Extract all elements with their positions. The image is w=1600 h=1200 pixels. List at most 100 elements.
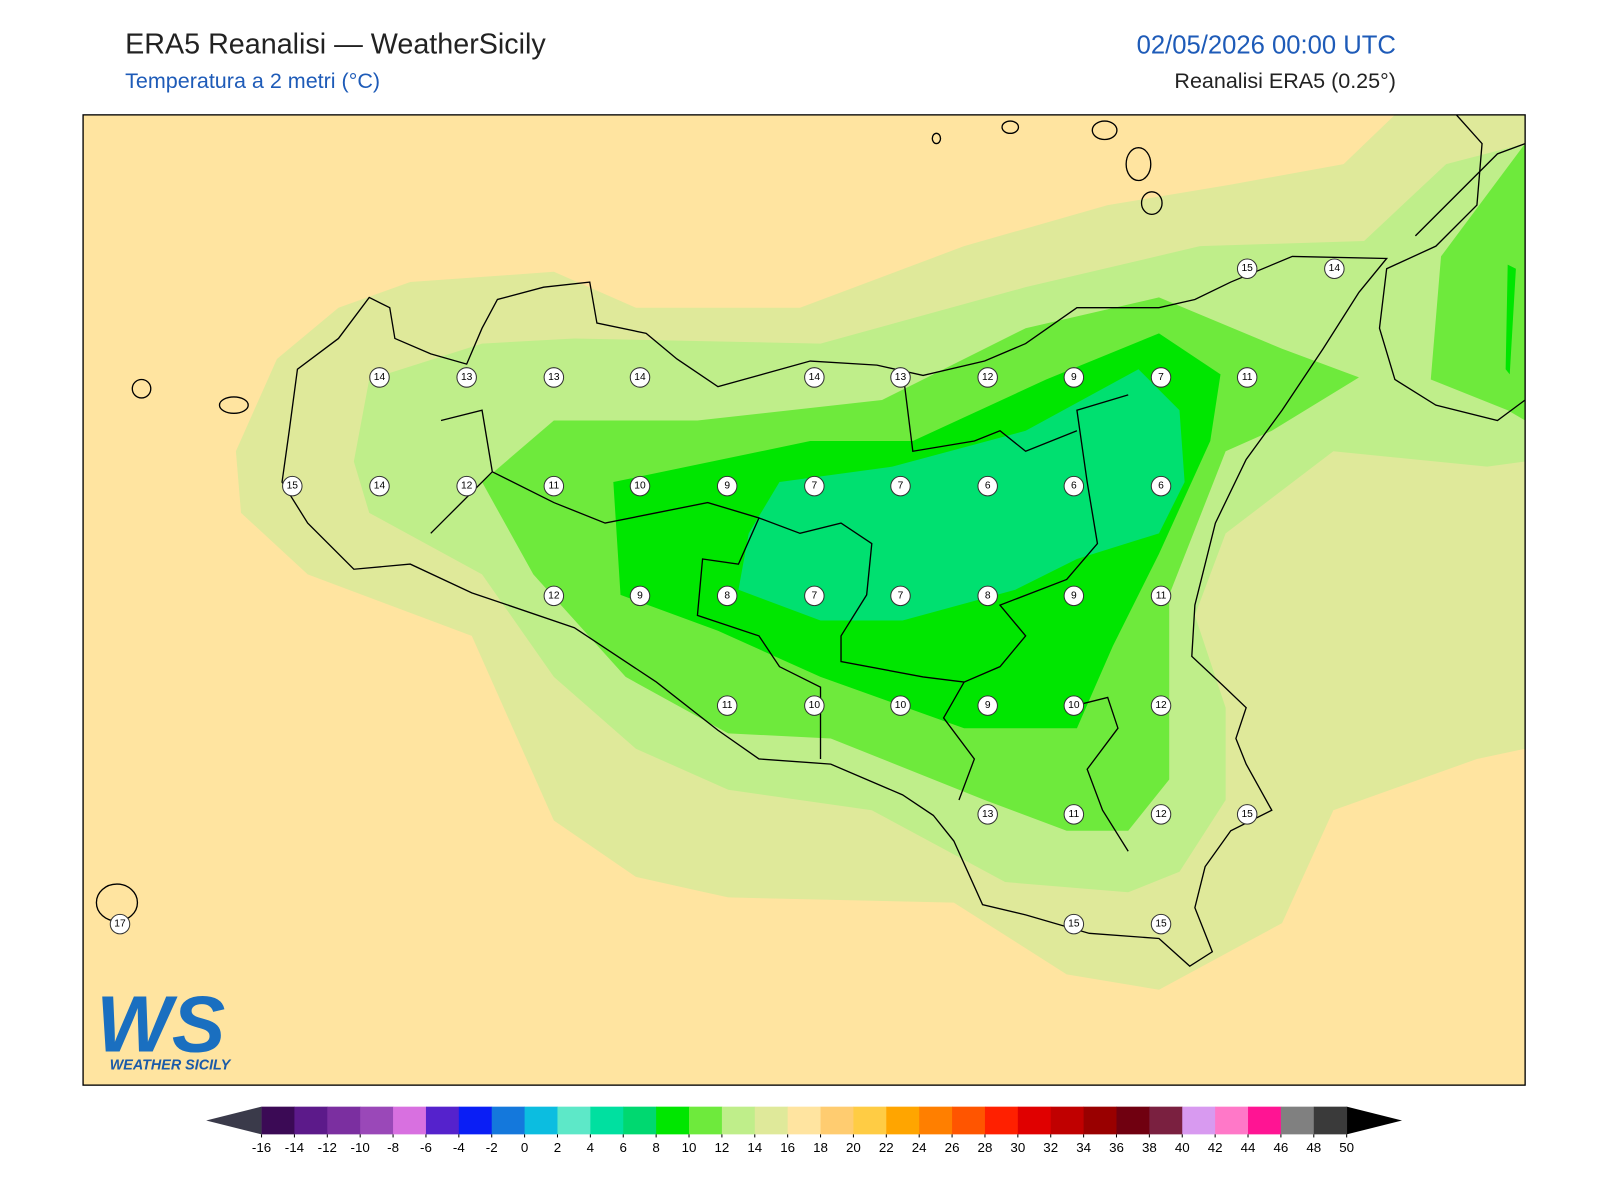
colorbar-tick-label: -4	[453, 1140, 465, 1155]
colorbar-tick-label: 12	[714, 1140, 729, 1155]
colorbar-tick-label: 40	[1175, 1140, 1190, 1155]
colorbar-tick-label: 44	[1241, 1140, 1256, 1155]
station-marker	[1236, 367, 1258, 388]
station-marker	[456, 475, 477, 497]
map-frame	[82, 114, 1526, 1086]
station-value: 11	[1156, 590, 1167, 601]
map: 15 14 14 13 13 14 14 13 12 9 7 11 15 14 12 11 10 9 7 7 6 6 6 12…	[83, 114, 1526, 1086]
station-marker	[716, 475, 738, 497]
colorbar-bin	[360, 1106, 394, 1135]
station-value: 13	[982, 809, 994, 820]
station-value: 12	[548, 590, 560, 601]
station-marker	[977, 585, 998, 607]
station-value: 15	[287, 481, 299, 492]
station-value: 9	[724, 481, 730, 492]
colorbar-bin	[1050, 1106, 1085, 1135]
colorbar-tick-label: 42	[1208, 1140, 1223, 1155]
station-marker	[716, 585, 738, 607]
station-marker	[629, 585, 651, 607]
station-value: 7	[812, 481, 818, 492]
station-marker	[1063, 695, 1085, 716]
datetime: 02/05/2026 00:00 UTC	[1137, 31, 1396, 59]
colorbar-bin	[623, 1106, 657, 1135]
colorbar-extend-high	[1346, 1106, 1403, 1135]
colorbar-bin	[1313, 1106, 1348, 1135]
logo-mark: WS	[96, 979, 225, 1068]
colorbar-tick-label: 32	[1043, 1140, 1058, 1155]
colorbar-bin	[1149, 1106, 1183, 1135]
station-value: 8	[985, 590, 991, 601]
colorbar-bin	[1182, 1106, 1216, 1135]
station-value: 7	[898, 590, 904, 601]
station-value: 7	[1158, 372, 1164, 383]
colorbar-bin	[787, 1106, 821, 1135]
colorbar-tick-label: -14	[285, 1140, 305, 1155]
colorbar-tick-label: 6	[620, 1140, 627, 1155]
colorbar-tick-label: 10	[682, 1140, 697, 1155]
colorbar-tick-label: -16	[252, 1140, 271, 1155]
colorbar-tick-label: 24	[912, 1140, 927, 1155]
station-marker	[1150, 695, 1172, 716]
station-value: 12	[461, 481, 473, 492]
colorbar-extend-low	[206, 1106, 262, 1135]
colorbar-tick-label: 14	[747, 1140, 762, 1155]
station-value: 13	[895, 372, 907, 383]
colorbar-tick-label: 38	[1142, 1140, 1157, 1155]
title: ERA5 Reanalisi — WeatherSicily	[125, 28, 546, 60]
station-value: 14	[1329, 263, 1341, 274]
colorbar-bin	[393, 1106, 427, 1135]
station-value: 6	[1071, 481, 1077, 492]
source: Reanalisi ERA5 (0.25°)	[1174, 69, 1395, 93]
station-value: 11	[722, 700, 733, 711]
station-marker	[1236, 804, 1258, 825]
station-value: 7	[812, 590, 818, 601]
colorbar-bin	[294, 1106, 328, 1135]
colorbar-bin	[1083, 1106, 1117, 1135]
colorbar-tick-label: -10	[351, 1140, 370, 1155]
station-marker	[804, 695, 825, 716]
station-marker	[977, 367, 998, 388]
colorbar-tick-label: -2	[486, 1140, 498, 1155]
station-value: 11	[549, 481, 560, 492]
colorbar-bin	[1116, 1106, 1150, 1135]
colorbar-bin	[1017, 1106, 1052, 1135]
colorbar-tick-label: 0	[521, 1140, 528, 1155]
colorbar-tick-label: 20	[846, 1140, 861, 1155]
station-marker	[629, 367, 651, 388]
colorbar-bin	[458, 1106, 493, 1135]
station-marker	[890, 367, 911, 388]
colorbar-bin	[919, 1106, 953, 1135]
station-value: 13	[548, 372, 560, 383]
station-value: 10	[809, 700, 821, 711]
station-marker	[369, 475, 390, 497]
station-value: 10	[1068, 700, 1080, 711]
station-value: 10	[634, 481, 646, 492]
station-value: 14	[374, 372, 386, 383]
station-labels: 15 14 14 13 13 14 14 13 12 9 7 11 15 14 12 11 10 9 7 7 6 6 6 12…	[109, 258, 1345, 935]
station-value: 7	[898, 481, 904, 492]
station-value: 9	[1071, 372, 1077, 383]
station-marker	[543, 585, 565, 607]
colorbar-bin	[820, 1106, 854, 1135]
colorbar-bin	[327, 1106, 361, 1135]
station-marker	[1063, 585, 1085, 607]
colorbar-bin	[261, 1106, 295, 1135]
station-value: 8	[724, 590, 730, 601]
colorbar-tick-label: 2	[554, 1140, 561, 1155]
logo-name: WEATHER SICILY	[110, 1058, 232, 1074]
station-marker	[804, 367, 825, 388]
colorbar-tick-label: 34	[1076, 1140, 1091, 1155]
colorbar-bin	[590, 1106, 624, 1135]
station-marker	[977, 804, 998, 825]
station-marker	[369, 367, 390, 388]
station-marker	[890, 695, 911, 716]
station-marker	[1063, 367, 1085, 388]
colorbar-tick-label: 16	[780, 1140, 795, 1155]
subtitle: Temperatura a 2 metri (°C)	[125, 69, 380, 93]
station-marker	[890, 475, 911, 497]
colorbar-tick-label: 8	[652, 1140, 659, 1155]
station-marker	[1063, 913, 1085, 935]
colorbar: -16 -14 -12 -10 -8 -6 -4 -2 0 2 4 6 8 10 12 14 16 18 20 22 2…	[206, 1106, 1403, 1155]
station-value: 6	[985, 481, 991, 492]
